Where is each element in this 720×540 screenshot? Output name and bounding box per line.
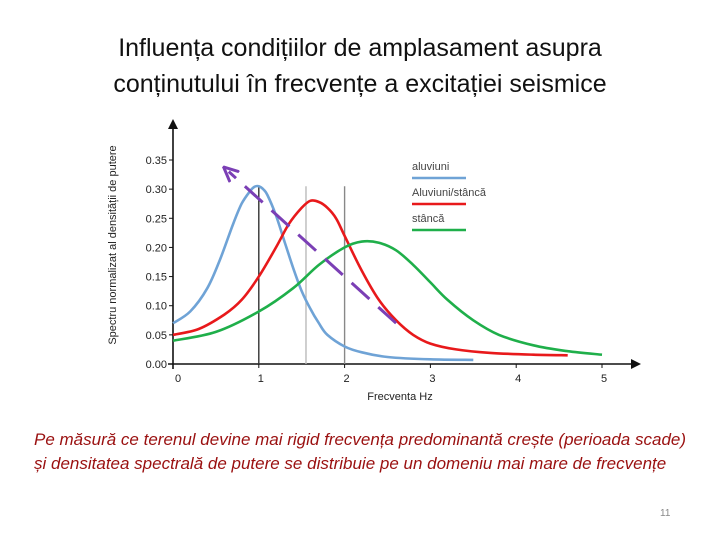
y-tick-label: 0.05: [146, 330, 167, 342]
x-tick-label: 0: [175, 373, 181, 385]
series-line: [172, 199, 568, 357]
y-tick-label: 0.10: [146, 301, 167, 313]
y-tick-label: 0.35: [146, 155, 167, 167]
trend-arrow-line: [229, 172, 398, 325]
y-tick-label: 0.25: [146, 213, 167, 225]
chart-series: [172, 184, 603, 362]
x-tick-label: 4: [515, 373, 521, 385]
legend-label: aluviuni: [412, 161, 449, 173]
x-tick-label: 2: [344, 373, 350, 385]
y-tick-label: 0.15: [146, 272, 167, 284]
y-tick-label: 0.20: [146, 242, 167, 254]
slide-caption: Pe măsură ce terenul devine mai rigid fr…: [34, 430, 687, 473]
y-tick-label: 0.00: [146, 359, 167, 371]
x-axis-label: Frecventa Hz: [367, 391, 432, 403]
power-spectrum-chart: 0.00 0.05 0.10 0.15 0.20 0.25 0.30 0.35 0 1 2 3 4 5 Fr…: [107, 119, 641, 403]
title-line-1: Influența condițiilor de amplasament asu…: [118, 34, 602, 62]
series-line: [172, 239, 603, 356]
y-axis-label: Spectru normalizat al densității de pute…: [107, 145, 119, 344]
page-number: 11: [660, 508, 671, 519]
trend-arrow: [229, 172, 398, 325]
legend-label: Aluviuni/stâncă: [412, 187, 487, 199]
x-tick-label: 5: [601, 373, 607, 385]
chart-axes: 0.00 0.05 0.10 0.15 0.20 0.25 0.30 0.35 0 1 2 3 4 5 Fr…: [107, 119, 641, 403]
x-tick-label: 3: [429, 373, 435, 385]
slide-title: Influența condițiilor de amplasament asu…: [0, 30, 720, 102]
chart-legend: aluviuni Aluviuni/stâncă stâncă: [412, 161, 487, 232]
legend-label: stâncă: [412, 213, 445, 225]
x-tick-label: 1: [258, 373, 264, 385]
title-line-2: conținutului în frecvențe a excitației s…: [113, 70, 607, 98]
y-tick-label: 0.30: [146, 184, 167, 196]
